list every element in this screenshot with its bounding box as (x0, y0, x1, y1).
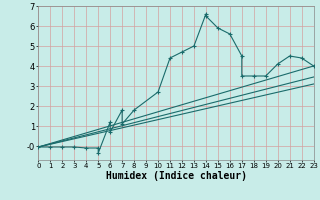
X-axis label: Humidex (Indice chaleur): Humidex (Indice chaleur) (106, 171, 246, 181)
